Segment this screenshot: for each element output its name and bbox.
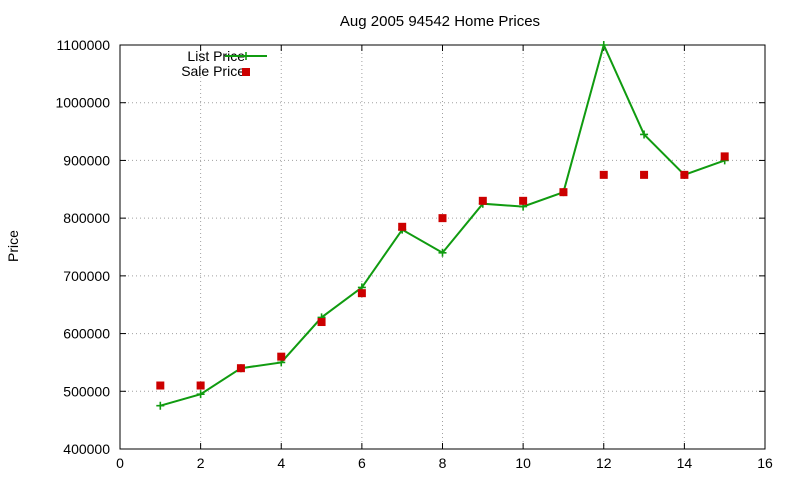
y-tick-label: 500000 [63, 383, 110, 399]
sale-price-point [559, 188, 568, 197]
y-axis-label: Price [5, 230, 21, 262]
sale-price-point [478, 196, 487, 205]
sale-price-point [196, 381, 205, 390]
x-tick-label: 16 [757, 455, 773, 471]
sale-price-point [599, 170, 608, 179]
list-price-point [640, 130, 649, 139]
y-tick-label: 1000000 [55, 95, 110, 111]
y-tick-label: 1100000 [57, 37, 111, 53]
sale-price-point [236, 364, 245, 373]
sale-price-point [438, 214, 447, 223]
list-price-point [156, 401, 165, 410]
x-tick-label: 12 [596, 455, 612, 471]
sale-price-point [156, 381, 165, 390]
legend-label-sale-price: Sale Price [181, 63, 245, 79]
x-tick-label: 6 [358, 455, 366, 471]
chart-title: Aug 2005 94542 Home Prices [340, 13, 540, 30]
x-tick-label: 8 [439, 455, 447, 471]
sale-price-point [398, 222, 407, 231]
grid [120, 45, 765, 449]
list-price-point [196, 390, 205, 399]
x-tick-label: 2 [197, 455, 205, 471]
y-tick-label: 700000 [63, 268, 110, 284]
legend-marker-list-price [242, 52, 250, 60]
x-tick-label: 0 [116, 455, 124, 471]
x-tick-label: 4 [277, 455, 285, 471]
x-tick-label: 10 [515, 455, 531, 471]
y-tick-label: 900000 [63, 152, 110, 168]
sale-price-point [357, 289, 366, 298]
series-layer [156, 41, 729, 410]
sale-price-point [720, 152, 729, 161]
axis-ticks: 0 2 4 6 8 10 12 14 16 400000 500000 600000 700000 800… [55, 37, 773, 471]
sale-price-point [680, 170, 689, 179]
x-tick-label: 14 [677, 455, 693, 471]
y-tick-label: 400000 [63, 441, 110, 457]
legend-label-list-price: List Price [187, 48, 245, 64]
list-price-point [599, 41, 608, 49]
y-tick-label: 600000 [63, 326, 110, 342]
sale-price-point [640, 170, 649, 179]
sale-price-point [277, 352, 286, 361]
legend-marker-sale-price [242, 68, 250, 76]
sale-price-point [317, 318, 326, 327]
list-price-point [438, 248, 447, 257]
y-tick-label: 800000 [63, 210, 110, 226]
sale-price-point [519, 196, 528, 205]
